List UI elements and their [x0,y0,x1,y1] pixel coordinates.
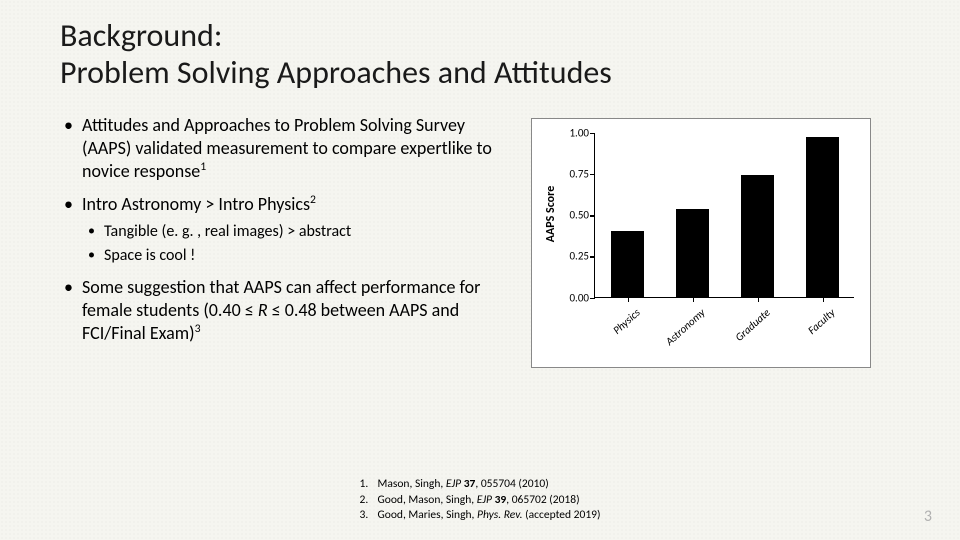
slide: Background: Problem Solving Approaches a… [0,0,960,540]
chart-bar [806,137,840,297]
chart-ytick-label: 0.50 [559,209,589,222]
chart-xtick-label: Faculty [787,306,837,353]
ref-3: Good, Maries, Singh, Phys. Rev. (accepte… [360,508,601,524]
chart-ytick-label: 0.25 [559,250,589,263]
slide-title: Background: Problem Solving Approaches a… [60,18,900,92]
ref-1: Mason, Singh, EJP 37, 055704 (2010) [360,477,601,493]
bullet-2: Intro Astronomy > Intro Physics2 Tangibl… [60,193,511,267]
title-line1: Background: [60,16,222,55]
aaps-bar-chart: AAPS Score 0.000.250.500.751.00PhysicsAs… [531,118,871,368]
chart-ytick-label: 0.75 [559,167,589,180]
chart-ylabel: AAPS Score [544,185,558,242]
bullet-2-text: Intro Astronomy > Intro Physics [82,193,310,215]
bullet-1-text: Attitudes and Approaches to Problem Solv… [82,114,492,182]
bullet-2-sup: 2 [310,193,316,207]
chart-ytick-label: 0.00 [559,291,589,304]
bullet-3-math: R [258,299,268,321]
chart-bar [676,209,710,296]
sub-bullet-1: Tangible (e. g. , real images) > abstrac… [82,222,511,243]
title-line2: Problem Solving Approaches and Attitudes [60,53,612,92]
chart-plot-area: 0.000.250.500.751.00PhysicsAstronomyGrad… [594,133,854,298]
sub-bullet-2: Space is cool ! [82,246,511,267]
bullet-1-sup: 1 [200,160,206,174]
chart-xtick-label: Astronomy [657,306,707,353]
text-column: Attitudes and Approaches to Problem Solv… [60,114,511,368]
references: Mason, Singh, EJP 37, 055704 (2010) Good… [0,477,960,524]
chart-xtick-label: Physics [592,306,642,353]
chart-ytick-label: 1.00 [559,126,589,139]
content-row: Attitudes and Approaches to Problem Solv… [60,114,900,368]
ref-2: Good, Mason, Singh, EJP 39, 065702 (2018… [360,493,601,509]
chart-bar [611,231,645,297]
chart-bar [741,175,775,297]
bullet-3: Some suggestion that AAPS can affect per… [60,276,511,345]
chart-xtick-label: Graduate [722,306,772,353]
chart-column: AAPS Score 0.000.250.500.751.00PhysicsAs… [531,114,900,368]
sub-bullet-list: Tangible (e. g. , real images) > abstrac… [82,222,511,267]
bullet-1: Attitudes and Approaches to Problem Solv… [60,114,511,183]
bullet-list: Attitudes and Approaches to Problem Solv… [60,114,511,346]
bullet-3-sup: 3 [195,322,201,336]
page-number: 3 [924,507,932,526]
